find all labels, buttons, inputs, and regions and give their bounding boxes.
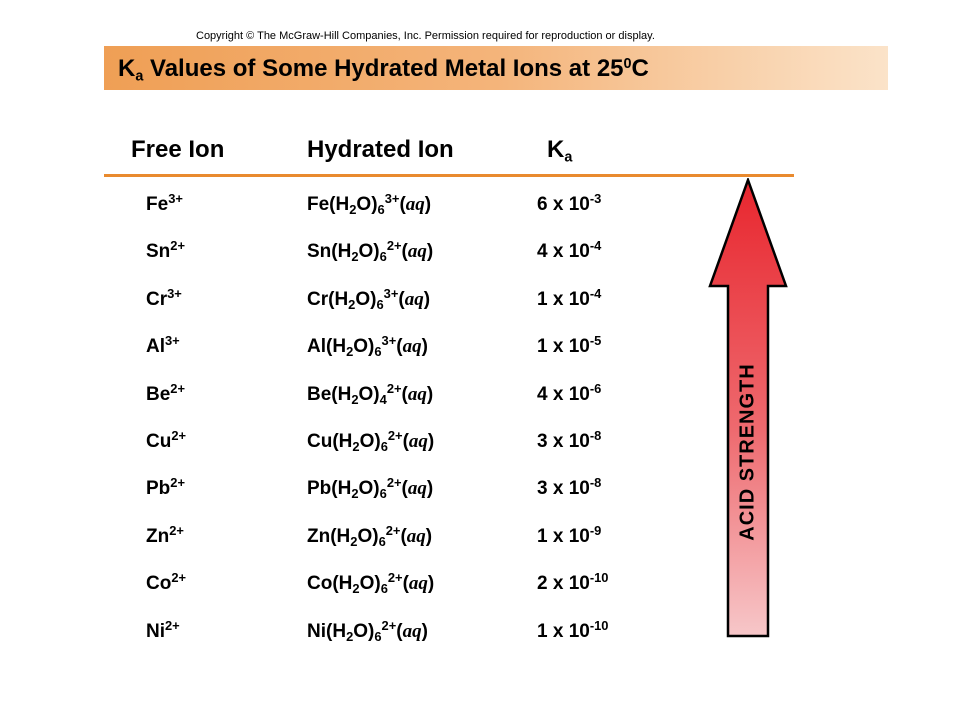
table-row: Ni2+ Ni(H2O)62+(aq) 1 x 10-10: [0, 618, 700, 658]
table-row: Sn2+ Sn(H2O)62+(aq) 4 x 10-4: [0, 238, 700, 278]
column-header-hydrated-ion: Hydrated Ion: [307, 136, 454, 163]
free-ion-cell: Cr3+: [146, 285, 182, 310]
table-row: Be2+ Be(H2O)42+(aq) 4 x 10-6: [0, 381, 700, 421]
free-ion-cell: Co2+: [146, 570, 187, 595]
hydrated-ion-cell: Pb(H2O)62+(aq): [307, 475, 434, 502]
free-ion-cell: Zn2+: [146, 522, 184, 547]
hydrated-ion-cell: Ni(H2O)62+(aq): [307, 617, 428, 644]
hydrated-ion-cell: Sn(H2O)62+(aq): [307, 238, 434, 265]
table-row: Co2+ Co(H2O)62+(aq) 2 x 10-10: [0, 570, 700, 610]
hydrated-ion-cell: Al(H2O)63+(aq): [307, 333, 428, 360]
header-rule: [104, 174, 794, 177]
ka-value-cell: 1 x 10-5: [537, 333, 602, 358]
acid-strength-label: ACID STRENGTH: [736, 363, 759, 541]
ka-value-cell: 3 x 10-8: [537, 428, 602, 453]
hydrated-ion-cell: Co(H2O)62+(aq): [307, 570, 435, 597]
hydrated-ion-cell: Cr(H2O)63+(aq): [307, 285, 431, 312]
hydrated-ion-cell: Zn(H2O)62+(aq): [307, 522, 433, 549]
ka-value-cell: 4 x 10-4: [537, 238, 602, 263]
hydrated-ion-cell: Cu(H2O)62+(aq): [307, 428, 435, 454]
copyright-notice: Copyright © The McGraw-Hill Companies, I…: [196, 30, 655, 42]
free-ion-cell: Ni2+: [146, 617, 180, 642]
free-ion-cell: Fe3+: [146, 191, 183, 216]
ka-value-cell: 6 x 10-3: [537, 191, 602, 216]
free-ion-cell: Sn2+: [146, 238, 185, 263]
hydrated-ion-cell: Fe(H2O)63+(aq): [307, 191, 432, 217]
table-row: Fe3+ Fe(H2O)63+(aq) 6 x 10-3: [0, 191, 700, 231]
table-row: Zn2+ Zn(H2O)62+(aq) 1 x 10-9: [0, 523, 700, 563]
free-ion-cell: Cu2+: [146, 428, 187, 453]
ka-value-cell: 3 x 10-8: [537, 475, 602, 500]
column-header-ka: Ka: [547, 136, 573, 166]
column-header-free-ion: Free Ion: [131, 136, 225, 163]
ka-value-cell: 1 x 10-4: [537, 285, 602, 310]
table-row: Pb2+ Pb(H2O)62+(aq) 3 x 10-8: [0, 475, 700, 515]
table-row: Cr3+ Cr(H2O)63+(aq) 1 x 10-4: [0, 286, 700, 326]
table-row: Cu2+ Cu(H2O)62+(aq) 3 x 10-8: [0, 428, 700, 468]
free-ion-cell: Pb2+: [146, 475, 185, 500]
free-ion-cell: Be2+: [146, 380, 186, 405]
table-row: Al3+ Al(H2O)63+(aq) 1 x 10-5: [0, 333, 700, 373]
ka-value-cell: 4 x 10-6: [537, 380, 602, 405]
ka-value-cell: 1 x 10-10: [537, 617, 609, 642]
ka-value-cell: 2 x 10-10: [537, 570, 609, 595]
title-bar: Ka Values of Some Hydrated Metal Ions at…: [104, 46, 888, 90]
free-ion-cell: Al3+: [146, 333, 180, 358]
hydrated-ion-cell: Be(H2O)42+(aq): [307, 380, 434, 407]
slide-title: Ka Values of Some Hydrated Metal Ions at…: [118, 55, 649, 85]
ka-value-cell: 1 x 10-9: [537, 522, 602, 547]
acid-strength-arrow-icon: [708, 178, 788, 638]
